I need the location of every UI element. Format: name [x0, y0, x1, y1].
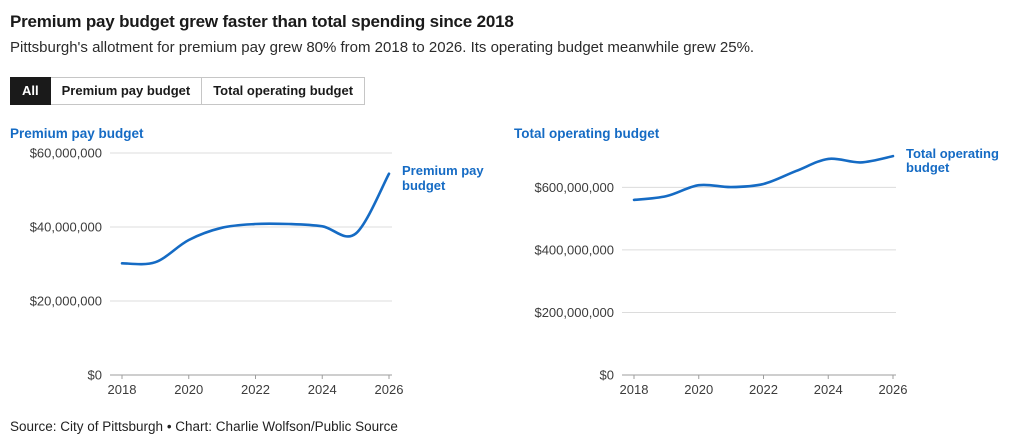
svg-text:2024: 2024: [814, 382, 843, 397]
svg-text:$600,000,000: $600,000,000: [534, 179, 614, 194]
svg-text:2026: 2026: [375, 382, 404, 397]
svg-text:$0: $0: [600, 367, 614, 382]
svg-text:2020: 2020: [684, 382, 713, 397]
svg-text:$200,000,000: $200,000,000: [534, 305, 614, 320]
chart-total-operating-budget: Total operating budget $0 $200,000,000 $40…: [514, 126, 1008, 403]
page-title: Premium pay budget grew faster than tota…: [10, 12, 514, 31]
svg-text:2020: 2020: [174, 382, 203, 397]
filter-group: All Premium pay budget Total operating b…: [10, 77, 366, 105]
source-note: Source: City of Pittsburgh • Chart: Char…: [10, 419, 398, 434]
chart-title-premium-pay: Premium pay budget: [10, 125, 144, 141]
series-end-label-premium-pay: Premium pay budget: [402, 163, 484, 193]
svg-text:$60,000,000: $60,000,000: [30, 145, 102, 160]
series-end-label-total-operating: Total operating budget: [906, 145, 999, 176]
svg-text:$0: $0: [88, 367, 102, 382]
chart-title-total-operating: Total operating budget: [514, 125, 660, 141]
chart-body-premium-pay: $0 $20,000,000 $40,000,000 $60,000,000 2018 2…: [10, 145, 504, 403]
line-chart-total-operating: $0 $200,000,000 $400,000,000 $600,000,000 20…: [534, 154, 908, 397]
svg-text:$20,000,000: $20,000,000: [30, 293, 102, 308]
svg-text:$400,000,000: $400,000,000: [534, 242, 614, 257]
chart-body-total-operating: $0 $200,000,000 $400,000,000 $600,000,000 20…: [514, 145, 1008, 403]
svg-text:2018: 2018: [108, 382, 137, 397]
svg-text:2018: 2018: [620, 382, 649, 397]
svg-text:$40,000,000: $40,000,000: [30, 219, 102, 234]
svg-text:2026: 2026: [879, 382, 908, 397]
charts-row: Premium pay budget $0 $20,000,000 $40,000,…: [10, 126, 1008, 403]
svg-text:2022: 2022: [749, 382, 778, 397]
line-chart-premium-pay: $0 $20,000,000 $40,000,000 $60,000,000 2018 2…: [30, 145, 404, 397]
page-subtitle: Pittsburgh's allotment for premium pay g…: [10, 39, 755, 56]
filter-button-all[interactable]: All: [10, 77, 51, 105]
svg-text:2024: 2024: [308, 382, 337, 397]
svg-text:2022: 2022: [241, 382, 270, 397]
chart-premium-pay-budget: Premium pay budget $0 $20,000,000 $40,000,…: [10, 126, 504, 403]
filter-button-total-operating-budget[interactable]: Total operating budget: [201, 77, 366, 105]
filter-button-premium-pay-budget[interactable]: Premium pay budget: [49, 77, 203, 105]
